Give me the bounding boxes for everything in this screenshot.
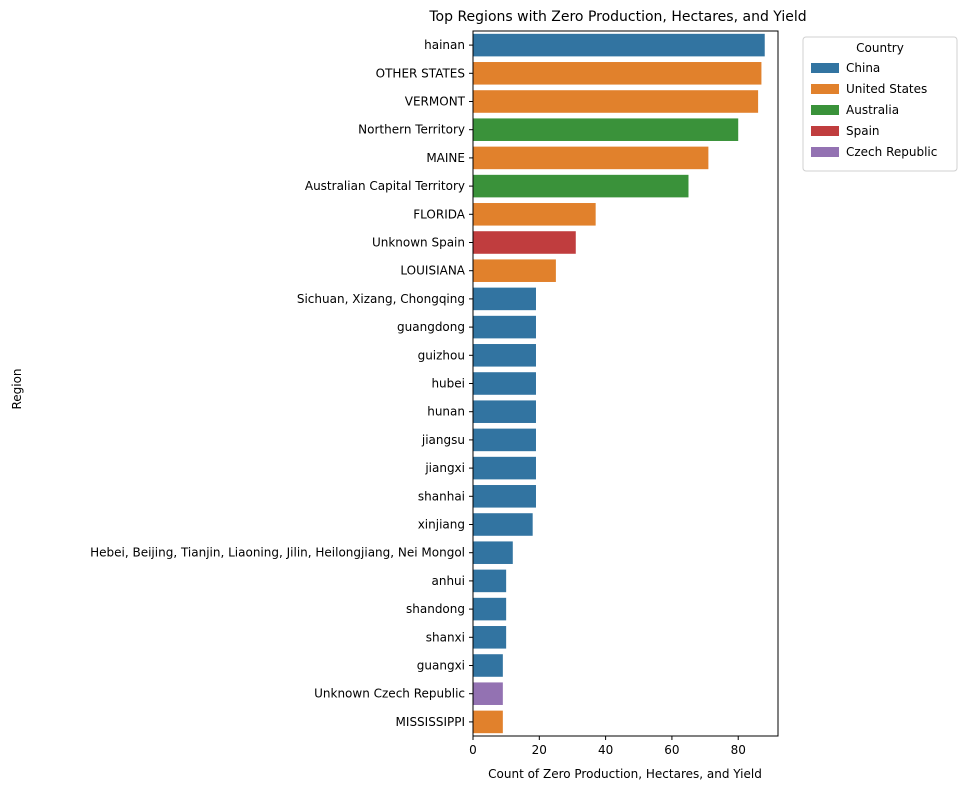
bar-louisiana — [473, 259, 556, 282]
y-tick-label: Unknown Czech Republic — [314, 687, 465, 701]
legend-label: United States — [846, 82, 927, 96]
bar-guangxi — [473, 654, 503, 677]
bars-layer — [473, 33, 765, 734]
y-tick-label: OTHER STATES — [376, 66, 465, 80]
y-tick-label: shandong — [406, 602, 465, 616]
bar-hebei-beijing-tianjin-liaoning-jilin-heilongjiang-nei-mongol — [473, 541, 513, 564]
y-tick-label: Unknown Spain — [372, 236, 465, 250]
bar-jiangsu — [473, 428, 536, 452]
y-tick-label: Sichuan, Xizang, Chongqing — [297, 292, 465, 306]
legend-entries: China United States Australia Spain Czech Re… — [811, 61, 937, 159]
bar-shanxi — [473, 626, 507, 649]
bar-unknown-czech-republic — [473, 682, 503, 705]
bar-shandong — [473, 597, 507, 621]
bar-other-states — [473, 62, 762, 85]
y-tick-label: hainan — [424, 38, 465, 52]
y-tick-label: hubei — [431, 377, 465, 391]
bar-anhui — [473, 569, 507, 593]
bar-guangdong — [473, 315, 536, 339]
y-tick-label: Hebei, Beijing, Tianjin, Liaoning, Jilin… — [90, 546, 465, 560]
y-tick-label: VERMONT — [405, 95, 466, 109]
bar-xinjiang — [473, 513, 533, 536]
y-tick-label: jiangsu — [421, 433, 465, 447]
legend-label: China — [846, 61, 880, 75]
y-axis-ticks: hainan OTHER STATES VERMONT Northern Territ… — [90, 38, 473, 729]
y-tick-label: xinjiang — [418, 518, 465, 532]
y-tick-label: MISSISSIPPI — [396, 715, 465, 729]
y-tick-label: Northern Territory — [358, 123, 465, 137]
y-axis-title: Region — [10, 368, 24, 409]
bar-florida — [473, 203, 596, 226]
chart-title: Top Regions with Zero Production, Hectar… — [428, 9, 806, 25]
bar-northern-territory — [473, 118, 739, 141]
y-tick-label: hunan — [427, 405, 465, 419]
bar-mississippi — [473, 710, 503, 734]
x-tick-label: 60 — [664, 743, 679, 757]
bar-unknown-spain — [473, 231, 576, 254]
x-axis-title: Count of Zero Production, Hectares, and … — [488, 767, 762, 781]
legend: Country China United States Australia Spain… — [802, 36, 958, 172]
y-tick-label: LOUISIANA — [400, 264, 465, 278]
legend-label: Czech Republic — [846, 145, 937, 159]
bar-maine — [473, 146, 709, 170]
bar-jiangxi — [473, 456, 536, 480]
y-tick-label: jiangxi — [424, 461, 465, 475]
bar-sichuan-xizang-chongqing — [473, 287, 536, 311]
legend-title: Country — [856, 41, 904, 55]
bar-hubei — [473, 372, 536, 395]
x-tick-label: 40 — [598, 743, 613, 757]
y-tick-label: FLORIDA — [413, 207, 466, 221]
x-tick-label: 80 — [731, 743, 746, 757]
legend-swatch — [811, 63, 839, 73]
x-axis-ticks: 0 20 40 60 80 — [469, 736, 746, 757]
legend-swatch — [811, 126, 839, 136]
legend-swatch — [811, 105, 839, 115]
legend-swatch — [811, 84, 839, 94]
y-tick-label: shanxi — [426, 630, 465, 644]
y-tick-label: anhui — [431, 574, 465, 588]
x-tick-label: 20 — [532, 743, 547, 757]
y-tick-label: guangdong — [397, 320, 465, 334]
legend-frame — [802, 36, 958, 172]
y-tick-label: MAINE — [426, 151, 465, 165]
bar-vermont — [473, 90, 759, 113]
y-tick-label: guizhou — [418, 348, 465, 362]
legend-label: Spain — [846, 124, 880, 138]
legend-label: Australia — [846, 103, 899, 117]
bar-hunan — [473, 400, 536, 423]
y-tick-label: Australian Capital Territory — [305, 179, 465, 193]
y-tick-label: shanhai — [418, 489, 465, 503]
bar-australian-capital-territory — [473, 174, 689, 198]
x-tick-label: 0 — [469, 743, 477, 757]
bar-hainan — [473, 33, 765, 57]
bar-guizhou — [473, 344, 536, 367]
y-tick-label: guangxi — [417, 659, 465, 673]
bar-shanhai — [473, 485, 536, 508]
legend-swatch — [811, 147, 839, 157]
plot-frame — [472, 30, 779, 737]
